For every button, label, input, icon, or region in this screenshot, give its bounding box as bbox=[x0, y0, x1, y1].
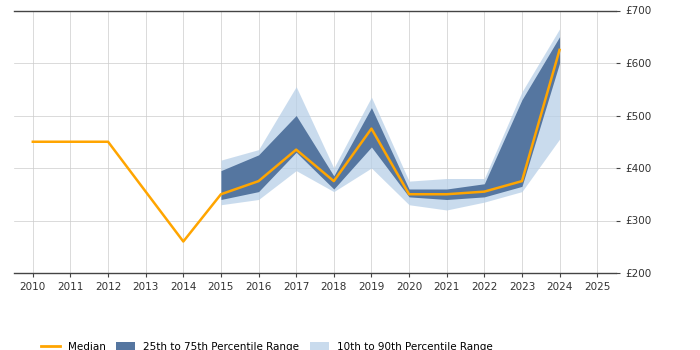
Legend: Median, 25th to 75th Percentile Range, 10th to 90th Percentile Range: Median, 25th to 75th Percentile Range, 1… bbox=[41, 342, 493, 350]
